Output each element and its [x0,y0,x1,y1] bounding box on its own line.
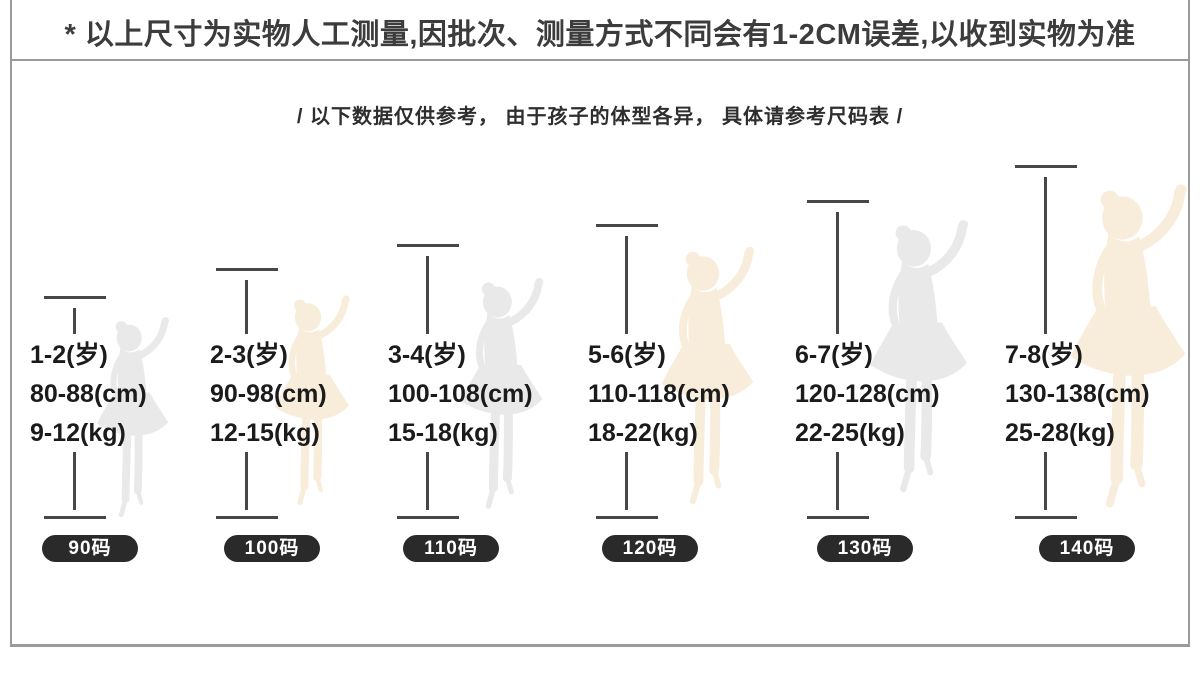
height-line-upper [836,212,839,334]
header-divider [11,59,1189,61]
size-badge: 110码 [403,535,499,562]
height-range: 110-118(cm) [588,380,730,408]
age-range: 2-3(岁) [210,341,288,369]
height-tick-top [216,268,278,271]
size-details: 1-2(岁) 80-88(cm) 9-12(kg) [30,336,147,453]
weight-range: 25-28(kg) [1005,419,1115,447]
size-badge: 90码 [42,535,138,562]
size-details: 6-7(岁) 120-128(cm) 22-25(kg) [795,336,940,453]
weight-range: 12-15(kg) [210,419,320,447]
size-details: 5-6(岁) 110-118(cm) 18-22(kg) [588,336,730,453]
girl-ballerina-silhouette-icon [97,317,169,518]
girl-ballerina-silhouette-icon [274,295,350,506]
height-range: 80-88(cm) [30,380,147,408]
size-badge: 140码 [1039,535,1135,562]
girl-ballerina-silhouette-icon [460,278,544,509]
size-details: 7-8(岁) 130-138(cm) 25-28(kg) [1005,336,1150,453]
weight-range: 15-18(kg) [388,419,498,447]
height-range: 130-138(cm) [1005,380,1150,408]
height-tick-top [44,296,106,299]
height-line-lower [245,452,248,510]
frame-border [10,0,1190,647]
height-tick-bottom [397,516,459,519]
size-badge: 130码 [817,535,913,562]
size-details: 2-3(岁) 90-98(cm) 12-15(kg) [210,336,327,453]
height-line-lower [426,452,429,510]
height-tick-bottom [1015,516,1077,519]
size-details: 3-4(岁) 100-108(cm) 15-18(kg) [388,336,533,453]
age-range: 6-7(岁) [795,341,873,369]
reference-hint: / 以下数据仅供参考， 由于孩子的体型各异， 具体请参考尺码表 / [296,106,904,128]
girl-ballerina-silhouette-icon [1070,184,1187,508]
height-range: 120-128(cm) [795,380,940,408]
size-badge: 120码 [602,535,698,562]
height-tick-bottom [807,516,869,519]
height-tick-top [596,224,658,227]
height-tick-bottom [596,516,658,519]
girl-ballerina-silhouette-icon [661,246,755,505]
girl-ballerina-silhouette-icon [870,220,969,493]
age-range: 1-2(岁) [30,341,108,369]
height-line-lower [625,452,628,510]
weight-range: 22-25(kg) [795,419,905,447]
weight-range: 9-12(kg) [30,419,126,447]
age-range: 3-4(岁) [388,341,466,369]
height-tick-bottom [216,516,278,519]
age-range: 7-8(岁) [1005,341,1083,369]
height-line-lower [73,452,76,510]
height-tick-top [397,244,459,247]
height-tick-top [807,200,869,203]
size-badge: 100码 [224,535,320,562]
age-range: 5-6(岁) [588,341,666,369]
measurement-notice: * 以上尺寸为实物人工测量,因批次、测量方式不同会有1-2CM误差,以收到实物为… [64,19,1136,51]
height-range: 90-98(cm) [210,380,327,408]
height-line-upper [1044,177,1047,334]
height-range: 100-108(cm) [388,380,533,408]
height-line-upper [426,256,429,334]
height-line-lower [1044,452,1047,510]
weight-range: 18-22(kg) [588,419,698,447]
height-line-upper [245,280,248,334]
height-tick-top [1015,165,1077,168]
height-tick-bottom [44,516,106,519]
height-line-upper [625,236,628,334]
height-line-lower [836,452,839,510]
height-line-upper [73,308,76,334]
